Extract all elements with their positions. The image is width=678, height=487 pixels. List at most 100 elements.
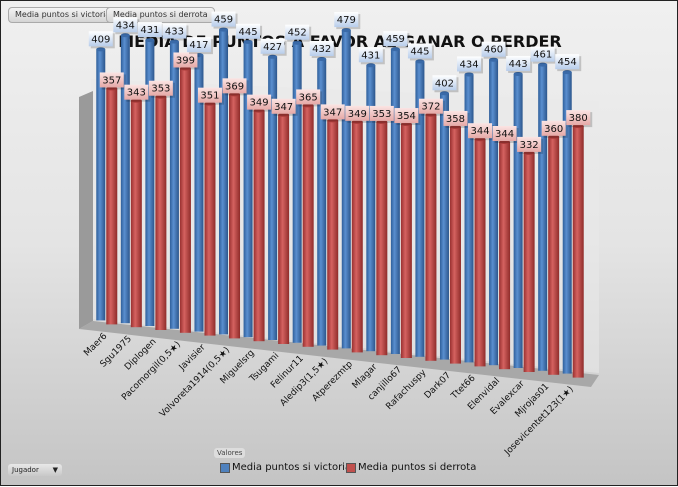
data-label-derrota-bg <box>541 120 566 136</box>
data-label-victoria-bg <box>162 23 187 39</box>
data-label-derrota-bg <box>222 78 247 94</box>
data-label-derrota: 349 <box>348 109 367 120</box>
data-label-derrota-bg <box>418 98 443 114</box>
bar-victoria <box>513 73 523 368</box>
data-label-derrota-bg <box>271 98 296 114</box>
bar-derrota <box>179 68 191 333</box>
bar-victoria <box>366 65 376 352</box>
data-label-victoria: 432 <box>312 44 331 55</box>
bar-derrota <box>253 110 265 342</box>
data-label-derrota: 353 <box>151 84 170 95</box>
bar-derrota <box>548 136 560 375</box>
bar-victoria-top <box>145 38 155 43</box>
data-label-victoria-bg <box>211 11 236 27</box>
jugador-filter-button[interactable]: Jugador ▼ <box>8 464 62 476</box>
data-label-victoria: 443 <box>509 59 528 70</box>
dropdown-arrow-icon: ▼ <box>52 466 58 474</box>
bar-derrota <box>425 114 437 361</box>
data-label-victoria-bg <box>407 43 432 59</box>
legend-label-derrota: Media puntos si derrota <box>358 462 477 473</box>
data-label-victoria-bg <box>236 23 261 39</box>
data-label-derrota-bg <box>320 104 345 120</box>
data-label-derrota-bg <box>124 84 149 100</box>
bar-victoria <box>341 30 351 349</box>
data-label-derrota: 351 <box>200 91 219 102</box>
data-label-derrota-bg <box>345 105 370 121</box>
bar-victoria <box>120 35 130 324</box>
bar-victoria <box>562 72 572 374</box>
bar-derrota <box>499 142 511 370</box>
data-label-victoria: 454 <box>558 57 577 68</box>
data-label-derrota: 347 <box>323 107 342 118</box>
bar-victoria-top <box>169 39 179 44</box>
data-label-victoria: 417 <box>189 40 208 51</box>
data-label-derrota-bg <box>99 72 124 88</box>
bar-derrota <box>474 139 486 367</box>
data-label-derrota-bg <box>394 108 419 124</box>
data-label-derrota: 343 <box>127 88 146 99</box>
bar-victoria <box>268 56 278 341</box>
bar-victoria <box>439 93 449 360</box>
bar-derrota <box>155 96 167 330</box>
bar-victoria-top <box>243 39 253 44</box>
data-label-victoria: 445 <box>410 46 429 57</box>
data-label-victoria: 459 <box>214 15 233 26</box>
bar-victoria-top <box>538 62 548 67</box>
bar-victoria <box>292 42 302 343</box>
side-wall <box>79 91 93 329</box>
data-label-derrota: 358 <box>446 114 465 125</box>
bar-victoria-top <box>292 40 302 45</box>
bar-victoria <box>145 40 155 326</box>
data-label-derrota-bg <box>197 87 222 103</box>
data-label-derrota-bg <box>492 126 517 141</box>
data-label-derrota: 344 <box>470 126 489 137</box>
data-label-derrota: 365 <box>299 92 318 103</box>
bar-victoria <box>464 74 474 363</box>
data-label-derrota-bg <box>247 94 272 110</box>
bar-derrota <box>376 121 388 356</box>
bar-victoria <box>390 49 400 355</box>
bar-victoria <box>243 41 253 338</box>
data-label-derrota-bg <box>296 89 321 105</box>
bar-derrota <box>572 126 584 378</box>
bar-derrota <box>106 88 118 325</box>
bar-victoria-top <box>415 59 425 64</box>
bar-victoria-top <box>562 70 572 75</box>
data-label-victoria: 431 <box>140 25 159 36</box>
jugador-label: Jugador <box>12 466 39 474</box>
legend-label-victoria: Media puntos si victoria <box>232 462 352 473</box>
bar-victoria-top <box>120 33 130 38</box>
data-label-victoria-bg <box>383 31 408 47</box>
data-label-derrota-bg <box>566 110 591 126</box>
data-label-victoria-bg <box>260 38 285 54</box>
data-label-derrota-bg <box>173 52 198 68</box>
data-label-victoria-bg <box>530 46 555 62</box>
data-label-victoria-bg <box>358 47 383 63</box>
bar-victoria <box>219 29 229 335</box>
data-label-victoria: 459 <box>386 34 405 45</box>
legend-swatch-red <box>346 462 356 473</box>
valores-field-label[interactable]: Valores <box>214 448 246 458</box>
data-label-derrota: 349 <box>250 98 269 109</box>
data-label-victoria: 479 <box>337 15 356 26</box>
bar-victoria <box>194 55 204 332</box>
data-label-victoria-bg <box>285 24 310 40</box>
data-label-victoria-bg <box>186 37 211 53</box>
data-label-victoria: 433 <box>165 27 184 38</box>
bar-victoria-top <box>341 28 351 33</box>
bar-victoria <box>96 49 106 321</box>
data-label-derrota: 380 <box>569 113 588 124</box>
data-label-derrota: 360 <box>544 124 563 135</box>
data-label-victoria-bg <box>432 75 457 91</box>
bar-derrota <box>278 114 290 345</box>
data-label-victoria: 461 <box>533 50 552 61</box>
data-label-victoria: 434 <box>116 20 135 31</box>
data-label-victoria-bg <box>481 41 506 57</box>
chart-title: MEDIA DE PUNTOS A FAVOR AL GANAR O PERDE… <box>118 32 562 51</box>
chart-floor <box>79 321 599 387</box>
legend-swatch-blue <box>220 462 230 473</box>
bar-victoria-top <box>219 27 229 32</box>
bar-victoria-top <box>439 91 449 96</box>
data-label-victoria-bg <box>113 17 138 33</box>
